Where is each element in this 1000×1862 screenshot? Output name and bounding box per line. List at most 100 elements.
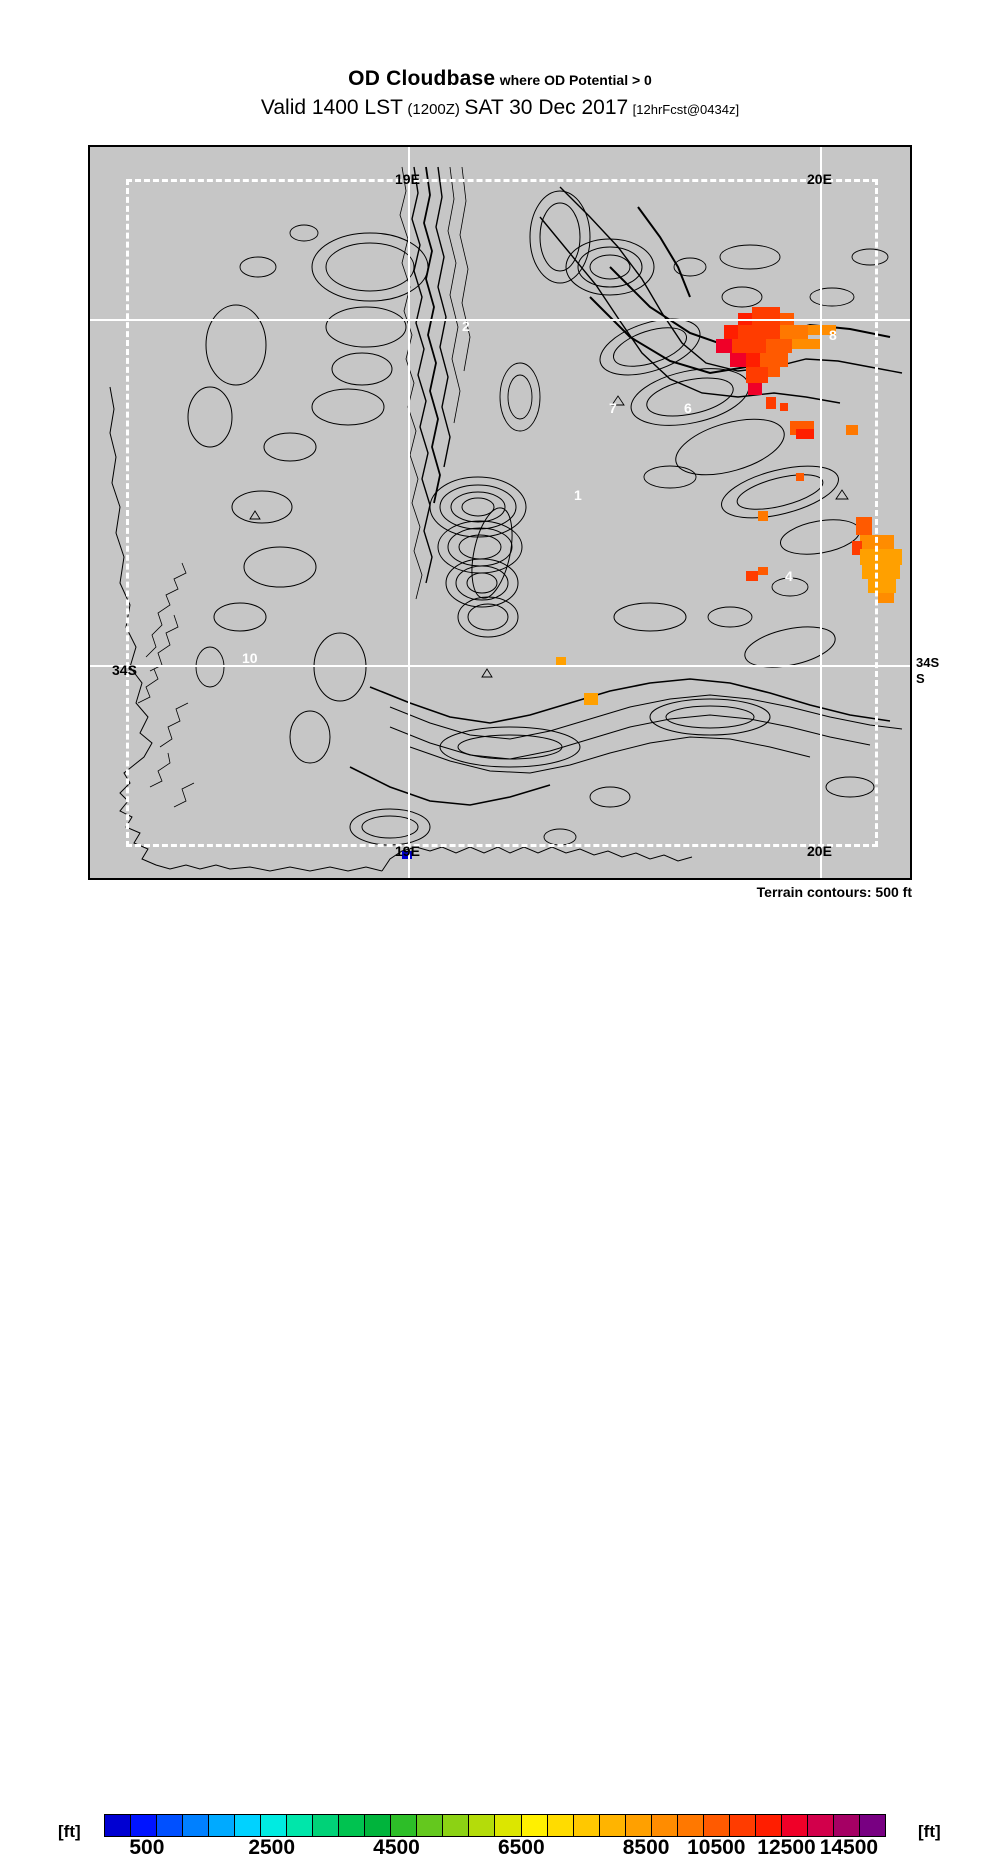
map-edge-label: S	[916, 671, 925, 686]
cloudbase-cell-layer	[90, 147, 910, 878]
map-sector-label: 6	[684, 400, 692, 416]
colorbar-swatch	[417, 1815, 444, 1836]
colorbar-swatch	[157, 1815, 184, 1836]
colorbar-swatch	[365, 1815, 392, 1836]
cloudbase-cell	[724, 325, 738, 339]
map-coordinate-label: 19E	[395, 843, 420, 859]
cloudbase-cell	[792, 339, 822, 349]
cloudbase-cell	[796, 429, 814, 439]
colorbar-gradient[interactable]	[104, 1814, 886, 1837]
cloudbase-cell	[768, 367, 780, 377]
map-coordinate-label: 20E	[807, 843, 832, 859]
colorbar-swatch	[677, 1815, 704, 1836]
colorbar-swatch	[495, 1815, 522, 1836]
colorbar-swatch	[781, 1815, 808, 1836]
graticule-line-20E	[820, 147, 822, 878]
cloudbase-cell	[746, 571, 758, 581]
cloudbase-cell	[766, 339, 792, 353]
colorbar-unit-left: [ft]	[58, 1822, 81, 1841]
colorbar-swatch	[105, 1815, 132, 1836]
colorbar-swatch	[443, 1815, 470, 1836]
graticule-line-33S	[90, 319, 910, 321]
graticule-line-19E	[408, 147, 410, 878]
colorbar-tick: 12500	[757, 1836, 816, 1859]
cloudbase-cell	[746, 367, 768, 383]
map-coordinate-label: 34S	[112, 662, 137, 678]
colorbar-swatch	[469, 1815, 496, 1836]
title-line-2: Valid 1400 LST (1200Z) SAT 30 Dec 2017 […	[0, 94, 1000, 124]
colorbar-swatch	[235, 1815, 262, 1836]
map-edge-label: 34S	[916, 655, 940, 670]
map-canvas[interactable]: 19E 20E 19E 20E 34S 2 7 8 6 1 4 10	[90, 147, 910, 878]
cloudbase-cell	[796, 473, 804, 481]
colorbar-swatch	[755, 1815, 782, 1836]
cloudbase-cell	[716, 339, 732, 353]
cloudbase-cell	[584, 693, 598, 705]
colorbar-swatch	[703, 1815, 730, 1836]
cloudbase-cell	[878, 593, 894, 603]
terrain-contour-note: Terrain contours: 500 ft	[756, 884, 912, 900]
cloudbase-cell	[760, 353, 788, 367]
title-line-1: OD Cloudbase where OD Potential > 0	[0, 66, 1000, 94]
map-panel[interactable]: 19E 20E 19E 20E 34S 2 7 8 6 1 4 10	[88, 145, 912, 880]
cloudbase-cell	[556, 657, 566, 665]
map-coordinate-label: 19E	[395, 171, 420, 187]
map-sector-label: 1	[574, 487, 582, 503]
colorbar-swatch	[833, 1815, 860, 1836]
cloudbase-cell	[766, 397, 776, 409]
cloudbase-cell	[402, 851, 412, 859]
cloudbase-cell	[860, 549, 902, 565]
valid-time-label: Valid 1400 LST	[260, 96, 403, 119]
cloudbase-cell	[758, 567, 768, 575]
map-sector-label: 10	[242, 650, 258, 666]
colorbar-swatch	[261, 1815, 288, 1836]
colorbar-tick: 14500	[819, 1836, 879, 1859]
colorbar-tick-labels: 500 2500 4500 6500 8500 10500 12500 14500	[104, 1836, 884, 1862]
colorbar-swatch	[313, 1815, 340, 1836]
colorbar-swatch	[807, 1815, 834, 1836]
terrain-contour-layer	[109, 166, 903, 872]
colorbar[interactable]: [ft] 500 2500 4500 6500 8500 10500 12500 14500 …	[0, 906, 1000, 1859]
colorbar-unit-right: [ft]	[918, 1822, 941, 1841]
colorbar-tick: 4500	[373, 1836, 420, 1859]
colorbar-swatch	[131, 1815, 158, 1836]
valid-date-label: SAT 30 Dec 2017	[464, 96, 629, 119]
cloudbase-cell	[780, 403, 788, 411]
graticule-line-34S	[90, 665, 910, 667]
colorbar-tick: 8500	[622, 1836, 670, 1859]
colorbar-swatch	[521, 1815, 548, 1836]
cloudbase-cell	[732, 339, 766, 353]
colorbar-tick: 500	[129, 1836, 165, 1859]
colorbar-tick: 2500	[248, 1836, 296, 1859]
colorbar-swatch	[391, 1815, 418, 1836]
colorbar-swatch	[599, 1815, 626, 1836]
page-title: OD Cloudbase	[348, 67, 496, 90]
colorbar-swatch	[547, 1815, 574, 1836]
colorbar-swatch	[183, 1815, 210, 1836]
map-coordinate-label: 20E	[807, 171, 832, 187]
cloudbase-cell	[738, 325, 780, 339]
colorbar-swatch	[573, 1815, 600, 1836]
colorbar-swatch	[287, 1815, 314, 1836]
map-sector-label: 7	[609, 400, 617, 416]
colorbar-swatch	[625, 1815, 652, 1836]
map-sector-label: 8	[829, 327, 837, 343]
cloudbase-cell	[730, 353, 746, 367]
map-sector-label: 2	[462, 318, 470, 334]
cloudbase-cell	[780, 325, 808, 339]
colorbar-swatch	[339, 1815, 366, 1836]
cloudbase-cell	[862, 565, 900, 579]
colorbar-tick: 10500	[687, 1836, 746, 1859]
cloudbase-cell	[846, 425, 858, 435]
map-sector-label: 4	[785, 568, 793, 584]
chart-title-block: OD Cloudbase where OD Potential > 0 Vali…	[0, 66, 1000, 124]
title-condition: where OD Potential > 0	[499, 72, 652, 88]
cloudbase-cell	[748, 383, 762, 395]
valid-utc-label: (1200Z)	[407, 101, 460, 118]
forecast-domain-box	[126, 179, 878, 847]
colorbar-swatch	[209, 1815, 236, 1836]
colorbar-tick: 6500	[497, 1836, 545, 1859]
cloudbase-cell	[758, 511, 768, 521]
colorbar-swatch	[651, 1815, 678, 1836]
forecast-stamp: [12hrFcst@0434z]	[632, 102, 740, 117]
